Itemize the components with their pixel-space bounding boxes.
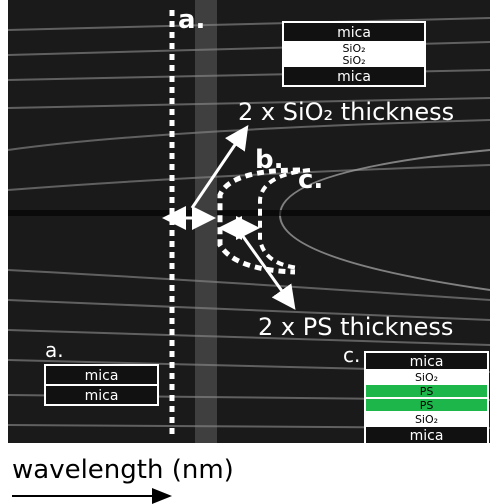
marker: c. [298, 165, 323, 195]
marker: b. [255, 145, 284, 175]
layer-label: PS [420, 385, 434, 398]
axis-label: wavelength (nm) [12, 455, 234, 485]
callout: 2 x PS thickness [258, 313, 453, 341]
marker: c. [343, 343, 360, 367]
layer-label: mica [85, 388, 119, 404]
figure: a. b. b. c. a. c. 2 x SiO₂ thickness 2 x… [0, 0, 495, 504]
layer-label: PS [420, 399, 434, 412]
marker: a. [45, 338, 64, 362]
marker: a. [178, 5, 205, 35]
layer-label: mica [410, 428, 444, 444]
layer-label: mica [410, 354, 444, 370]
layer-label: SiO₂ [415, 371, 438, 384]
layer-label: mica [85, 368, 119, 384]
layer-label: mica [337, 69, 371, 85]
layer-label: SiO₂ [415, 413, 438, 426]
callout: 2 x SiO₂ thickness [238, 98, 454, 126]
layer-label: mica [337, 25, 371, 41]
